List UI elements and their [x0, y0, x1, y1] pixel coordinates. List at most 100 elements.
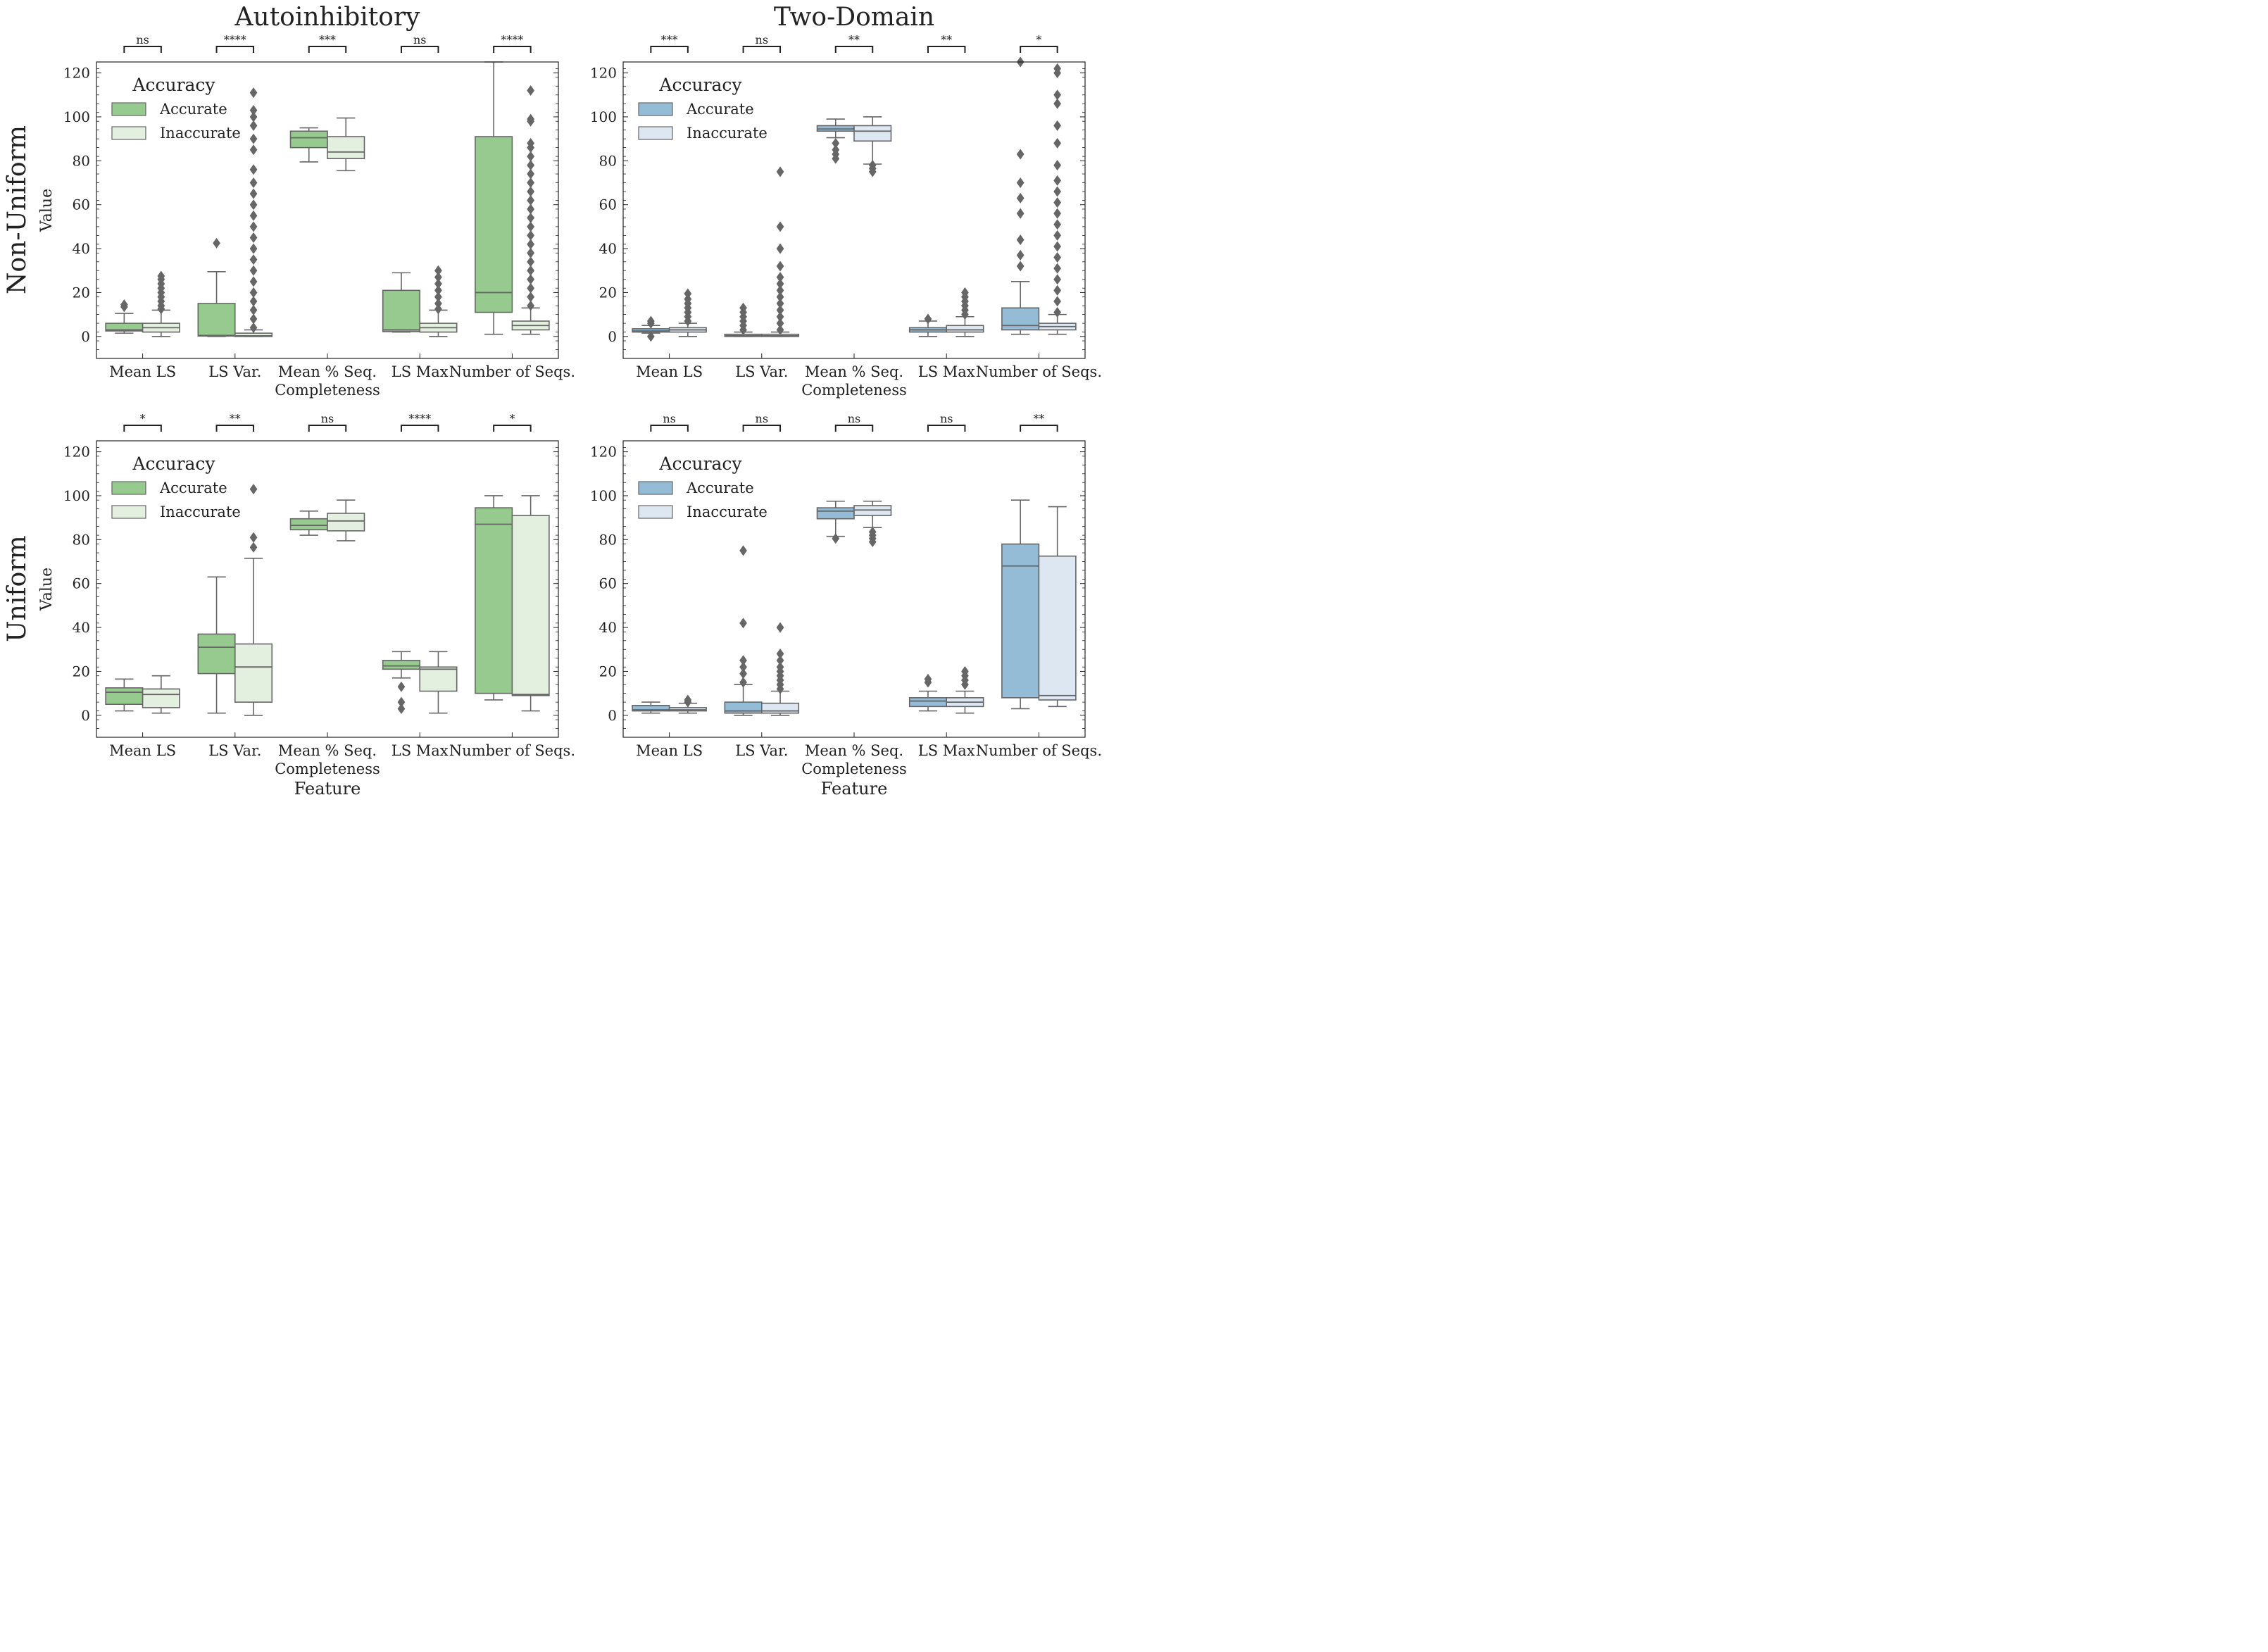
outlier-point [776, 324, 784, 335]
y-tick-label: 40 [599, 619, 617, 636]
outlier-point [249, 542, 258, 553]
outlier-point [776, 166, 784, 177]
outlier-point [249, 322, 258, 333]
x-category-label-line: LS Var. [208, 363, 261, 380]
legend-label-accurate: Accurate [159, 480, 227, 496]
box-inaccurate [234, 484, 273, 716]
column-title-left: Autoinhibitory [234, 3, 421, 32]
significance-label: * [509, 412, 515, 425]
x-category-label-line: Mean LS [636, 363, 703, 380]
box-accurate [197, 237, 236, 337]
outlier-point [739, 668, 747, 680]
outlier-point [1053, 175, 1062, 186]
outlier-point [213, 237, 220, 249]
outlier-point [776, 261, 784, 272]
legend: Accuracy Accurate Inaccurate [638, 453, 768, 520]
box-body [289, 130, 328, 149]
legend-swatch-accurate [638, 102, 673, 116]
outlier-point [1053, 306, 1062, 318]
x-category-label-line: LS Max [391, 363, 449, 380]
significance-label: ** [230, 412, 241, 425]
significance-label: ns [756, 33, 769, 46]
y-tick-label: 120 [590, 444, 617, 461]
outlier-point [527, 265, 535, 276]
significance-bracket [650, 46, 689, 53]
outlier-point [249, 232, 258, 243]
axes-frame [622, 440, 1086, 738]
x-category-label-line: Mean LS [109, 742, 176, 759]
box-accurate [289, 510, 328, 536]
axes-frame [622, 61, 1086, 359]
outlier-point [776, 661, 784, 672]
x-category-label-line: Mean % Seq. [278, 742, 377, 759]
significance-bracket [927, 46, 966, 53]
x-category-label: Mean % Seq. Completeness [801, 363, 907, 399]
box-inaccurate [946, 287, 984, 337]
x-category-label-line: LS Max [918, 742, 975, 759]
y-tick-label: 0 [608, 328, 617, 345]
outlier-point [249, 210, 258, 221]
outlier-point [527, 221, 535, 232]
box-inaccurate [853, 500, 892, 547]
outlier-point [832, 137, 840, 149]
x-category-label: LS Var. [208, 742, 261, 759]
y-axis-label: Value [38, 568, 56, 611]
outlier-point [776, 311, 784, 323]
legend-swatch-inaccurate [638, 126, 673, 140]
outlier-point [527, 168, 535, 180]
outlier-point [249, 254, 258, 265]
box-body [289, 518, 328, 531]
outlier-point [434, 304, 442, 315]
box-body [234, 332, 273, 337]
significance-label: **** [408, 412, 431, 425]
y-tick-label: 100 [590, 108, 617, 125]
significance-label: ** [848, 33, 860, 46]
significance-bracket [1020, 46, 1058, 53]
box-body [1001, 307, 1040, 331]
outlier-point [527, 137, 535, 149]
x-category-label: LS Max [391, 363, 449, 380]
box-inaccurate [419, 651, 458, 714]
x-category-label: Mean LS [109, 363, 176, 380]
outlier-point [776, 292, 784, 303]
legend: Accuracy Accurate Inaccurate [111, 453, 241, 520]
legend-title: Accuracy [132, 75, 215, 95]
x-category-label: Mean LS [109, 742, 176, 759]
outlier-point [924, 313, 932, 325]
x-category-label: LS Max [918, 363, 975, 380]
box-body [419, 666, 458, 692]
significance-bracket [308, 46, 347, 53]
significance-bracket [650, 425, 689, 432]
significance-label: ns [321, 412, 334, 425]
outlier-point [868, 160, 877, 171]
outlier-point [776, 648, 784, 660]
significance-label: ** [941, 33, 952, 46]
box-body [475, 507, 513, 694]
outlier-point [868, 526, 877, 537]
box-inaccurate [853, 116, 892, 177]
box-body [816, 507, 855, 520]
box-inaccurate [668, 288, 707, 337]
outlier-point [157, 270, 165, 282]
significance-bracket [834, 425, 874, 432]
x-category-label-line: LS Max [918, 363, 975, 380]
legend-swatch-accurate [111, 102, 146, 116]
box-inaccurate [234, 87, 273, 337]
outlier-point [249, 144, 258, 156]
x-category-label-line: Mean % Seq. [805, 363, 903, 380]
outlier-point [249, 243, 258, 254]
outlier-point [527, 212, 535, 223]
x-category-label: Number of Seqs. [449, 742, 575, 759]
outlier-point [684, 694, 692, 706]
x-category-label: Mean % Seq. Completeness [801, 742, 907, 777]
outlier-point [776, 655, 784, 666]
x-category-label-line: Mean LS [109, 363, 176, 380]
outlier-point [249, 87, 258, 99]
significance-label: ns [413, 33, 427, 46]
outlier-point [1016, 177, 1025, 189]
outlier-point [527, 194, 535, 206]
significance-label: ns [848, 412, 861, 425]
outlier-point [249, 265, 258, 276]
x-category-label: LS Var. [735, 363, 788, 380]
significance-bracket [742, 425, 782, 432]
